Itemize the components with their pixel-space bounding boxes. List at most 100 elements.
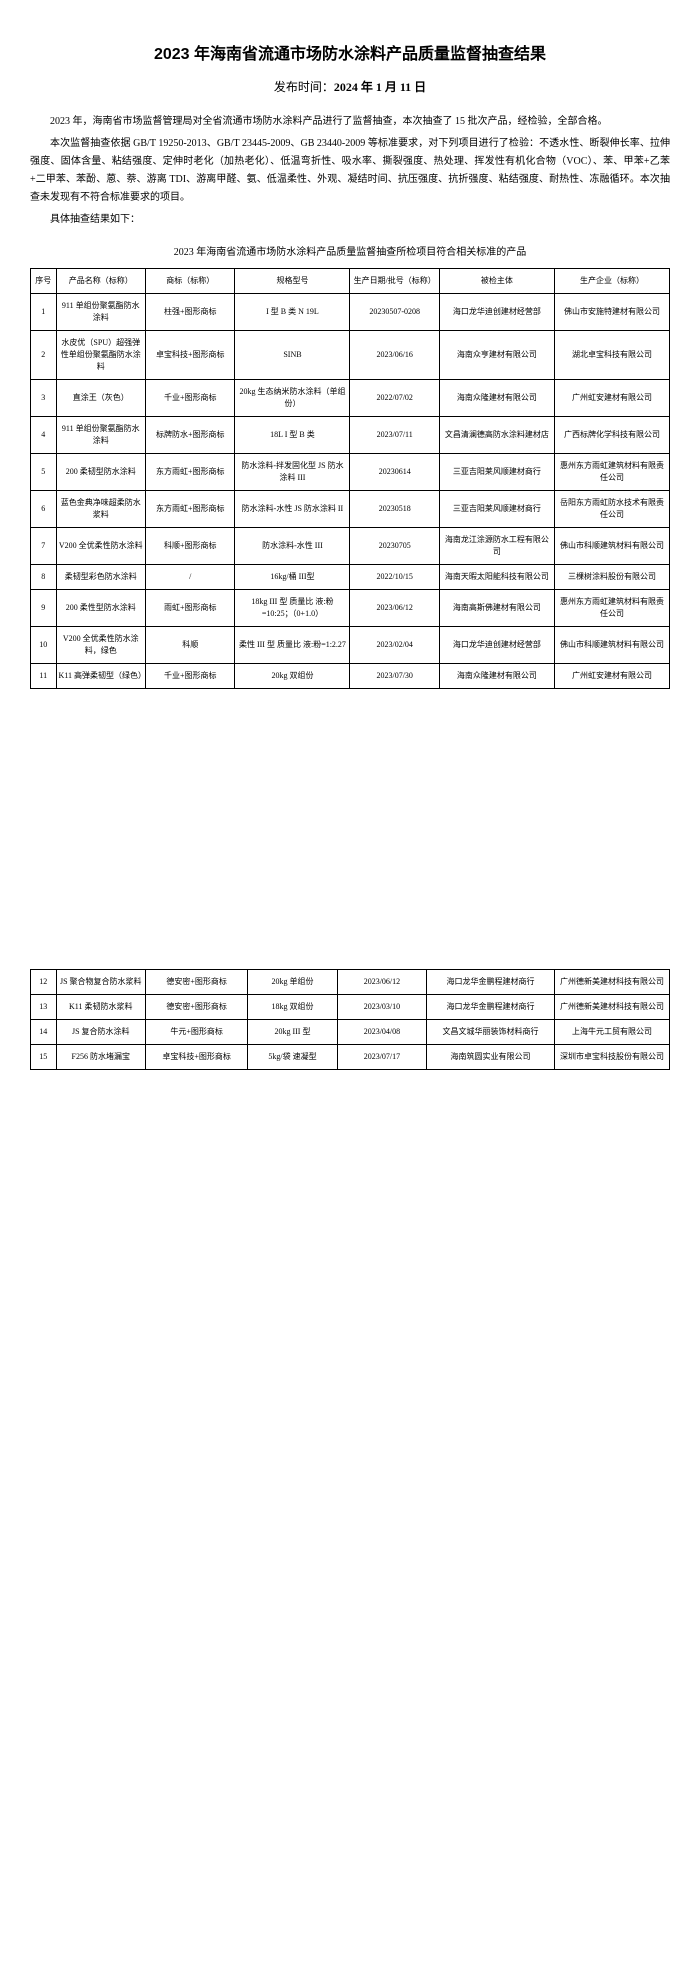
table-row: 7V200 全优柔性防水涂料科顺+图形商标防水涂料-水性 III20230705… [31,528,670,565]
th-model: 规格型号 [235,269,350,294]
cell-name: 水皮优（SPU）超强弹性单组份聚氨酯防水涂料 [56,331,145,380]
table-row: 5200 柔韧型防水涂料东方雨虹+图形商标防水涂料-拌发固化型 JS 防水涂料 … [31,454,670,491]
cell-num: 13 [31,995,57,1020]
cell-num: 15 [31,1045,57,1070]
cell-num: 7 [31,528,57,565]
cell-model: 20kg III 型 [248,1020,337,1045]
table-row: 1911 单组份聚氨酯防水涂料柱强+图形商标I 型 B 类 N 19L20230… [31,294,670,331]
cell-producer: 广州德新美建材科技有限公司 [554,970,669,995]
cell-brand: 德安密+图形商标 [146,995,248,1020]
cell-producer: 惠州东方雨虹建筑材料有限责任公司 [554,590,669,627]
cell-brand: 柱强+图形商标 [146,294,235,331]
th-name: 产品名称（标称） [56,269,145,294]
cell-producer: 佛山市安施特建材有限公司 [554,294,669,331]
cell-checked: 海南龙江涂源防水工程有限公司 [439,528,554,565]
th-date: 生产日期/批号（标称） [350,269,439,294]
table-row: 10V200 全优柔性防水涂料，绿色科顺柔性 III 型 质量比 液:粉=1:2… [31,627,670,664]
results-table-2: 12JS 聚合物复合防水浆料德安密+图形商标20kg 单组份2023/06/12… [30,969,670,1070]
cell-name: 200 柔韧型防水涂料 [56,454,145,491]
cell-brand: 卓宝科技+图形商标 [146,331,235,380]
table-row: 15F256 防水堵漏宝卓宝科技+图形商标5kg/袋 速凝型2023/07/17… [31,1045,670,1070]
cell-checked: 海南众隆建材有限公司 [439,380,554,417]
cell-model: SINB [235,331,350,380]
th-checked: 被检主体 [439,269,554,294]
page-break [30,689,670,969]
cell-date: 2023/06/16 [350,331,439,380]
publish-label: 发布时间： [274,80,334,94]
cell-num: 5 [31,454,57,491]
table-row: 12JS 聚合物复合防水浆料德安密+图形商标20kg 单组份2023/06/12… [31,970,670,995]
cell-model: 18L I 型 B 类 [235,417,350,454]
th-brand: 商标（标称） [146,269,235,294]
cell-checked: 海南高斯佛建材有限公司 [439,590,554,627]
cell-num: 12 [31,970,57,995]
cell-brand: / [146,565,235,590]
cell-brand: 千业+图形商标 [146,664,235,689]
table-row: 11K11 高弹柔韧型（绿色）千业+图形商标20kg 双组份2023/07/30… [31,664,670,689]
cell-num: 9 [31,590,57,627]
cell-name: 直涂王（灰色） [56,380,145,417]
cell-model: 防水涂料-水性 JS 防水涂料 II [235,491,350,528]
cell-date: 2023/07/17 [337,1045,426,1070]
table-row: 13K11 柔韧防水浆料德安密+图形商标18kg 双组份2023/03/10海口… [31,995,670,1020]
cell-brand: 科顺+图形商标 [146,528,235,565]
cell-checked: 三亚吉阳莱风顺建材商行 [439,454,554,491]
cell-checked: 海南筑圆实业有限公司 [427,1045,555,1070]
cell-model: 18kg III 型 质量比 液:粉=10:25；（0+1.0） [235,590,350,627]
cell-model: 20kg 生态纳米防水涂料（单组份） [235,380,350,417]
cell-name: 蓝色金典净味超柔防水浆料 [56,491,145,528]
cell-producer: 惠州东方雨虹建筑材料有限责任公司 [554,454,669,491]
intro-para-1: 2023 年，海南省市场监督管理局对全省流通市场防水涂料产品进行了监督抽查，本次… [30,113,670,131]
cell-date: 2022/07/02 [350,380,439,417]
publish-date: 2024 年 1 月 11 日 [334,80,426,94]
table-row: 2水皮优（SPU）超强弹性单组份聚氨酯防水涂料卓宝科技+图形商标SINB2023… [31,331,670,380]
cell-num: 1 [31,294,57,331]
intro-para-2: 本次监督抽查依据 GB/T 19250-2013、GB/T 23445-2009… [30,135,670,207]
cell-brand: 德安密+图形商标 [146,970,248,995]
cell-model: 16kg/桶 III型 [235,565,350,590]
cell-brand: 雨虹+图形商标 [146,590,235,627]
cell-producer: 三棵树涂料股份有限公司 [554,565,669,590]
cell-model: I 型 B 类 N 19L [235,294,350,331]
cell-producer: 上海牛元工贸有限公司 [554,1020,669,1045]
intro-para-3: 具体抽查结果如下： [30,211,670,229]
cell-brand: 千业+图形商标 [146,380,235,417]
cell-date: 2023/06/12 [337,970,426,995]
table-row: 14JS 复合防水涂料牛元+图形商标20kg III 型2023/04/08文昌… [31,1020,670,1045]
cell-name: V200 全优柔性防水涂料 [56,528,145,565]
cell-brand: 卓宝科技+图形商标 [146,1045,248,1070]
table-row: 3直涂王（灰色）千业+图形商标20kg 生态纳米防水涂料（单组份）2022/07… [31,380,670,417]
cell-name: 柔韧型彩色防水涂料 [56,565,145,590]
cell-num: 2 [31,331,57,380]
cell-name: JS 复合防水涂料 [56,1020,145,1045]
cell-date: 2023/04/08 [337,1020,426,1045]
cell-producer: 湖北卓宝科技有限公司 [554,331,669,380]
cell-name: 200 柔性型防水涂料 [56,590,145,627]
cell-model: 柔性 III 型 质量比 液:粉=1:2.27 [235,627,350,664]
cell-date: 20230507-0208 [350,294,439,331]
cell-checked: 海口龙华迪创建材经营部 [439,294,554,331]
cell-model: 20kg 单组份 [248,970,337,995]
table-row: 6蓝色金典净味超柔防水浆料东方雨虹+图形商标防水涂料-水性 JS 防水涂料 II… [31,491,670,528]
cell-checked: 海南众隆建材有限公司 [439,664,554,689]
page-title: 2023 年海南省流通市场防水涂料产品质量监督抽查结果 [30,40,670,64]
cell-model: 防水涂料-水性 III [235,528,350,565]
cell-date: 20230614 [350,454,439,491]
cell-date: 20230518 [350,491,439,528]
document-page: 2023 年海南省流通市场防水涂料产品质量监督抽查结果 发布时间：2024 年 … [0,0,700,1110]
cell-model: 防水涂料-拌发固化型 JS 防水涂料 III [235,454,350,491]
cell-brand: 科顺 [146,627,235,664]
cell-model: 20kg 双组份 [235,664,350,689]
cell-brand: 牛元+图形商标 [146,1020,248,1045]
cell-checked: 海口龙华金鹏程建材商行 [427,995,555,1020]
cell-name: 911 单组份聚氨酯防水涂料 [56,294,145,331]
cell-date: 2023/07/30 [350,664,439,689]
cell-checked: 文昌文城华丽装饰材料商行 [427,1020,555,1045]
cell-checked: 文昌清澜德高防水涂料建材店 [439,417,554,454]
cell-brand: 东方雨虹+图形商标 [146,454,235,491]
results-table-1: 序号 产品名称（标称） 商标（标称） 规格型号 生产日期/批号（标称） 被检主体… [30,268,670,689]
th-num: 序号 [31,269,57,294]
cell-num: 10 [31,627,57,664]
cell-num: 14 [31,1020,57,1045]
table-row: 4911 单组份聚氨酯防水涂料标牌防水+图形商标18L I 型 B 类2023/… [31,417,670,454]
